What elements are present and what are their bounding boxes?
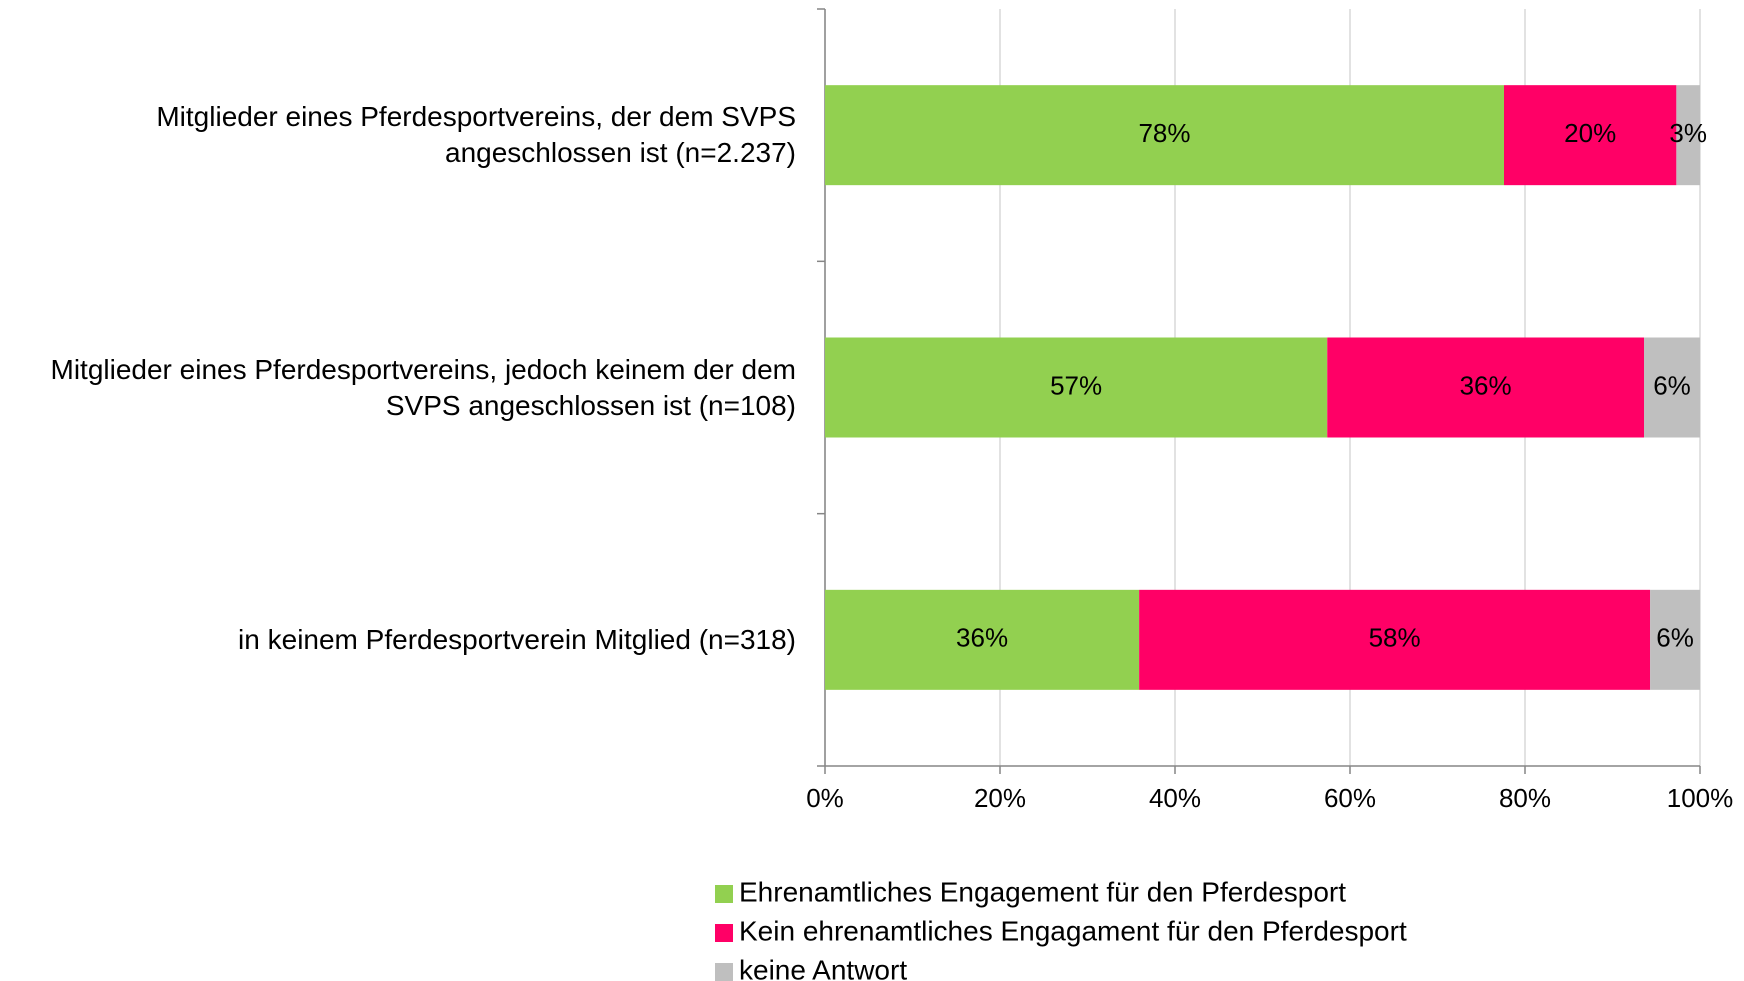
legend-swatch xyxy=(715,963,733,981)
bar-segment xyxy=(1327,337,1644,438)
data-label: 20% xyxy=(1564,118,1616,148)
x-tick-label: 20% xyxy=(974,783,1026,813)
data-label: 6% xyxy=(1653,370,1691,400)
bar-segment xyxy=(1676,85,1700,186)
legend-label: Ehrenamtliches Engagement für den Pferde… xyxy=(739,876,1346,907)
data-label: 57% xyxy=(1050,370,1102,400)
y-tick-label: in keinem Pferdesportverein Mitglied (n=… xyxy=(238,623,796,655)
x-tick-label: 40% xyxy=(1149,783,1201,813)
bar-segment xyxy=(1504,85,1677,186)
y-tick-label: Mitglieder eines Pferdesportvereins, jed… xyxy=(50,353,797,421)
x-tick-label: 0% xyxy=(806,783,844,813)
data-label: 3% xyxy=(1669,118,1707,148)
x-tick-label: 80% xyxy=(1499,783,1551,813)
legend-label: Kein ehrenamtliches Engagament für den P… xyxy=(739,915,1407,946)
bar-segment xyxy=(825,337,1328,438)
bar-segment xyxy=(825,589,1140,690)
x-tick-label: 100% xyxy=(1667,783,1734,813)
data-label: 78% xyxy=(1138,118,1190,148)
data-label: 6% xyxy=(1656,623,1694,653)
data-label: 36% xyxy=(1460,370,1512,400)
bar-segment xyxy=(825,85,1504,186)
legend-swatch xyxy=(715,924,733,942)
x-tick-label: 60% xyxy=(1324,783,1376,813)
bar-segment xyxy=(1644,337,1700,438)
legend-swatch xyxy=(715,885,733,903)
data-label: 36% xyxy=(956,623,1008,653)
legend-label: keine Antwort xyxy=(739,954,907,981)
bar-segment xyxy=(1139,589,1651,690)
data-label: 58% xyxy=(1369,623,1421,653)
y-tick-label: Mitglieder eines Pferdesportvereins, der… xyxy=(156,101,796,169)
bar-segment xyxy=(1650,589,1700,690)
